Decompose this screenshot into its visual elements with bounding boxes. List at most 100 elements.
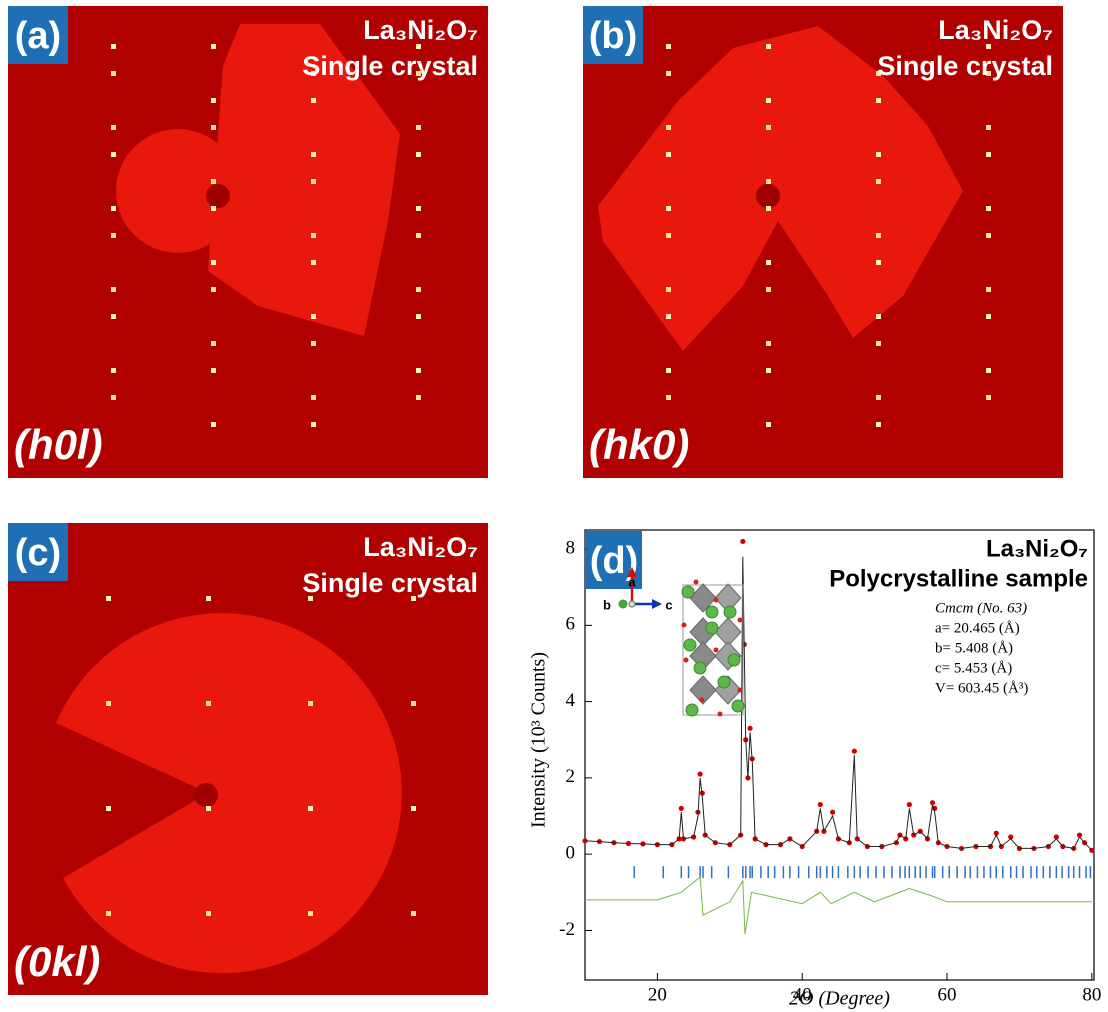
diffraction-spot [311, 233, 316, 238]
diffraction-spot [106, 596, 111, 601]
la-atom [728, 654, 740, 666]
diffraction-panel: (a) La₃Ni₂O₇ Single crystal (h0l) [8, 6, 488, 478]
diffraction-spot [111, 206, 116, 211]
diffraction-spot [411, 701, 416, 706]
diffraction-spot [211, 287, 216, 292]
diffraction-spot [876, 314, 881, 319]
panel-label: (b) [589, 15, 638, 57]
diffraction-spot [206, 596, 211, 601]
diffraction-spot [666, 44, 671, 49]
formula: La₃Ni₂O₇ [938, 15, 1053, 45]
diffraction-spot [666, 71, 671, 76]
diffraction-spot [876, 179, 881, 184]
sample: Single crystal [302, 568, 478, 598]
y-tick-label: 8 [566, 537, 576, 558]
axis-origin [629, 601, 635, 607]
diffraction-spot [111, 152, 116, 157]
diffraction-spot [411, 911, 416, 916]
la-atom [682, 586, 694, 598]
o-atom [738, 618, 743, 623]
diffraction-spot [666, 287, 671, 292]
diffraction-spot [666, 206, 671, 211]
diffraction-spot [211, 206, 216, 211]
diffraction-spot [766, 179, 771, 184]
diffraction-spot [111, 287, 116, 292]
diffraction-spot [106, 911, 111, 916]
diffraction-spot [311, 260, 316, 265]
lattice-parameter: Cmcm (No. 63) [935, 600, 1027, 616]
diffraction-spot [876, 341, 881, 346]
diffraction-spot [986, 152, 991, 157]
diffraction-spot [416, 287, 421, 292]
diffraction-spot [986, 314, 991, 319]
y-tick-label: 0 [566, 843, 576, 864]
axis-label: b [603, 597, 611, 612]
diffraction-spot [111, 71, 116, 76]
diffraction-spot [666, 314, 671, 319]
axis-label: a [628, 574, 636, 589]
diffraction-spot [986, 125, 991, 130]
diffraction-spot [986, 233, 991, 238]
observed-point [679, 806, 684, 811]
figure: (a) La₃Ni₂O₇ Single crystal (h0l) (b) La₃Ni₂O… [0, 0, 1108, 1012]
diffraction-spot [666, 125, 671, 130]
beam-stop [206, 184, 230, 208]
diffraction-spot [111, 314, 116, 319]
diffraction-spot [766, 260, 771, 265]
la-atom [686, 704, 698, 716]
diffraction-spot [111, 44, 116, 49]
diffraction-spot [106, 806, 111, 811]
diffraction-spot [111, 368, 116, 373]
o-atom [718, 712, 723, 717]
diffraction-spot [876, 233, 881, 238]
page: {"panels": [ {"label": "(a)", "formula":… [0, 0, 1108, 1012]
sample: Single crystal [302, 51, 478, 81]
la-atom [724, 606, 736, 618]
diffraction-spot [311, 179, 316, 184]
diffraction-spot [111, 395, 116, 400]
la-atom [694, 662, 706, 674]
observed-point [852, 749, 857, 754]
diffraction-spot [766, 125, 771, 130]
panel-label: (a) [15, 15, 61, 57]
diffraction-spot [311, 422, 316, 427]
diffraction-spot [876, 260, 881, 265]
diffraction-spot [308, 701, 313, 706]
diffraction-spot [986, 206, 991, 211]
diffraction-spot [876, 395, 881, 400]
diffraction-spot [666, 368, 671, 373]
plane-label: (h0l) [14, 421, 103, 468]
diffraction-spot [666, 395, 671, 400]
beam-stop [756, 184, 780, 208]
diffraction-spot [766, 341, 771, 346]
o-atom [714, 598, 719, 603]
diffraction-spot [311, 341, 316, 346]
diffraction-spot [211, 44, 216, 49]
observed-point [698, 771, 703, 776]
la-atom [706, 622, 718, 634]
chart-title: La₃Ni₂O₇ [986, 535, 1088, 562]
diffraction-spot [766, 287, 771, 292]
o-atom [700, 698, 705, 703]
o-atom [714, 648, 719, 653]
plane-label: (0kl) [14, 938, 100, 985]
diffraction-spot [416, 395, 421, 400]
diffraction-spot [986, 368, 991, 373]
formula: La₃Ni₂O₇ [363, 15, 478, 45]
diffraction-spot [211, 98, 216, 103]
observed-point [747, 726, 752, 731]
diffraction-spot [876, 98, 881, 103]
la-atom [718, 676, 730, 688]
lattice-parameter: b= 5.408 (Å) [935, 640, 1013, 656]
diffraction-spot [211, 368, 216, 373]
plot-frame [585, 530, 1094, 980]
lattice-parameter: V= 603.45 (Å³) [935, 680, 1028, 696]
diffraction-spot [766, 206, 771, 211]
o-atom [682, 623, 687, 628]
plane-label: (hk0) [589, 421, 689, 468]
diffraction-spot [416, 206, 421, 211]
diffraction-spot [986, 287, 991, 292]
sample: Single crystal [877, 51, 1053, 81]
y-tick-label: 2 [566, 766, 576, 787]
